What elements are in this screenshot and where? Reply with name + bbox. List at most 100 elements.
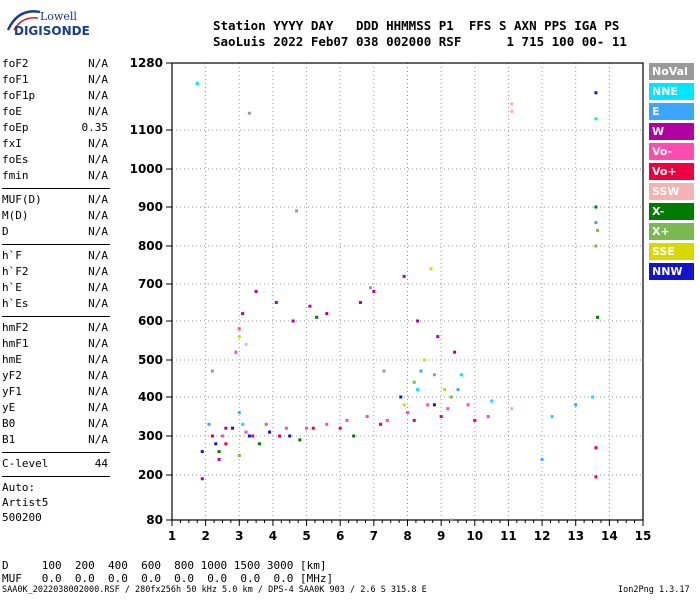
echo-point-w (254, 289, 258, 293)
divider (2, 476, 110, 477)
echo-point-x (596, 315, 600, 319)
auto-code: 500200 (2, 511, 42, 524)
param-value: N/A (88, 153, 108, 166)
param-name: h`F (2, 249, 22, 262)
echo-point-sse (237, 335, 241, 339)
param-row-b1: B1 N/A (2, 432, 110, 448)
echo-point-nne (416, 388, 420, 392)
echo-point-w (325, 312, 329, 316)
x-tick-label: 1 (168, 529, 176, 543)
header-row-2: SaoLuis 2022 Feb07 038 002000 RSF 1 715 … (213, 34, 627, 49)
echo-point-w (217, 457, 221, 461)
param-name: hmF2 (2, 321, 29, 334)
param-name: hmF1 (2, 337, 29, 350)
y-tick-label: 1280 (130, 56, 163, 70)
param-row-hf: h`F N/A (2, 248, 110, 264)
logo-digisonde-text: DIGISONDE (14, 24, 90, 38)
echo-point-e (456, 388, 460, 392)
param-row-mufd: MUF(D) N/A (2, 192, 110, 208)
auto-label: Auto: (2, 481, 36, 494)
param-value: N/A (88, 265, 108, 278)
echo-point-x (257, 442, 261, 446)
param-name: foE (2, 105, 22, 118)
param-row-hmf2: hmF2 N/A (2, 320, 110, 336)
echo-point-nne (241, 422, 245, 426)
param-row-ye: yE N/A (2, 400, 110, 416)
y-tick-label: 300 (138, 429, 163, 443)
echo-point-nne (591, 395, 595, 399)
echo-point-w (224, 426, 228, 430)
param-value: N/A (88, 297, 108, 310)
echo-point-w (210, 434, 214, 438)
clevel-label: C-level (2, 457, 49, 470)
clevel-value: 44 (94, 457, 108, 470)
echo-point-nnw (247, 434, 251, 438)
legend: NoVal NNE E W Vo- Vo+ SSW X- X+ SSE NNW (649, 63, 694, 283)
muf-row: MUF 0.0 0.0 0.0 0.0 0.0 0.0 0.0 0.0 [MHz… (2, 572, 334, 585)
param-row-yf1: yF1 N/A (2, 384, 110, 400)
param-row-he: h`E N/A (2, 280, 110, 296)
echo-point-w (241, 312, 245, 316)
y-tick-label: 500 (138, 353, 163, 367)
param-row-b0: B0 N/A (2, 416, 110, 432)
clevel-row: C-level 44 (2, 456, 110, 472)
x-tick-label: 5 (302, 529, 310, 543)
echo-point-w (274, 301, 278, 304)
echo-point-x (594, 205, 598, 209)
echo-point-x (449, 395, 453, 399)
x-tick-label: 8 (403, 529, 411, 543)
legend-item-e: E (649, 103, 694, 120)
footer: SAA0K_2022038002000.RSF / 280fx256h 50 k… (2, 585, 690, 595)
param-row-fof2: foF2 N/A (2, 56, 110, 72)
logo-lowell-text: Lowell (40, 10, 77, 23)
legend-item-noval: NoVal (649, 63, 694, 80)
param-value: 0.35 (81, 121, 109, 134)
param-value: N/A (88, 417, 108, 430)
echo-point-x (412, 380, 416, 384)
y-tick-label: 80 (146, 513, 163, 527)
legend-item-x: X- (649, 203, 694, 220)
echo-point-noval (247, 111, 251, 115)
echo-point-nne (490, 399, 494, 403)
echo-point-vo (345, 418, 349, 422)
param-row-foep: foEp 0.35 (2, 120, 110, 136)
echo-point-nne (594, 117, 598, 121)
station-header: Station YYYY DAY DDD HHMMSS P1 FFS S AXN… (213, 18, 627, 50)
logo-arc-icon (6, 10, 41, 31)
echo-point-vo (278, 434, 282, 438)
echo-point-nne (195, 81, 199, 85)
echo-point-vo (220, 434, 224, 438)
legend-item-nnw: NNW (649, 263, 694, 280)
param-name: h`Es (2, 297, 29, 310)
echo-point-vo (365, 415, 369, 418)
echo-point-ssw (510, 102, 514, 106)
echo-point-e (540, 457, 544, 461)
echo-point-vo (486, 415, 490, 418)
echo-point-vo (338, 426, 342, 430)
echo-point-x (298, 438, 302, 442)
divider (2, 188, 110, 189)
param-row-foes: foEs N/A (2, 152, 110, 168)
param-name: foEp (2, 121, 29, 134)
echo-point-sse (422, 358, 426, 362)
param-name: foEs (2, 153, 29, 166)
echo-point-nnw (432, 403, 436, 407)
lowell-digisonde-logo: Lowell DIGISONDE (4, 6, 116, 42)
echo-point-w (453, 350, 457, 354)
param-name: B1 (2, 433, 16, 446)
param-name: foF1p (2, 89, 36, 102)
param-row-yf2: yF2 N/A (2, 368, 110, 384)
param-row-fof1p: foF1p N/A (2, 88, 110, 104)
param-row-hes: h`Es N/A (2, 296, 110, 312)
param-group-3: h`F N/A h`F2 N/A h`E N/A h`Es N/A (2, 248, 110, 312)
param-value: N/A (88, 337, 108, 350)
x-tick-label: 9 (437, 529, 445, 543)
echo-point-noval (449, 518, 453, 522)
param-row-fof1: foF1 N/A (2, 72, 110, 88)
param-value: N/A (88, 249, 108, 262)
echo-point-x (237, 454, 241, 457)
divider (2, 452, 110, 453)
echo-point-x (315, 315, 319, 319)
echo-point-vo (466, 403, 470, 407)
echo-point-vo (237, 327, 241, 331)
